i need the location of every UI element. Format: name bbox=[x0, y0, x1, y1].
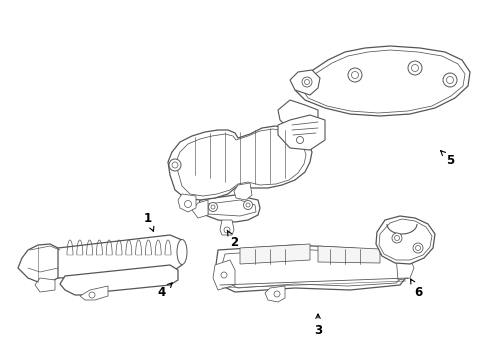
Text: 2: 2 bbox=[227, 230, 238, 248]
Polygon shape bbox=[168, 126, 312, 200]
Polygon shape bbox=[220, 249, 404, 288]
Polygon shape bbox=[379, 219, 432, 260]
Text: 3: 3 bbox=[314, 314, 322, 337]
Circle shape bbox=[394, 235, 399, 240]
Polygon shape bbox=[376, 216, 435, 264]
Circle shape bbox=[348, 68, 362, 82]
Circle shape bbox=[351, 72, 359, 78]
Polygon shape bbox=[18, 244, 66, 282]
Circle shape bbox=[246, 203, 250, 207]
Circle shape bbox=[224, 227, 230, 233]
Circle shape bbox=[244, 201, 252, 210]
Polygon shape bbox=[295, 46, 470, 116]
Circle shape bbox=[89, 292, 95, 298]
Circle shape bbox=[392, 233, 402, 243]
Polygon shape bbox=[80, 286, 108, 300]
Circle shape bbox=[446, 77, 454, 84]
Polygon shape bbox=[240, 244, 310, 264]
Text: 6: 6 bbox=[411, 279, 422, 298]
Circle shape bbox=[412, 64, 418, 72]
Polygon shape bbox=[265, 286, 285, 302]
Circle shape bbox=[172, 162, 178, 168]
Polygon shape bbox=[278, 100, 318, 132]
Polygon shape bbox=[198, 195, 260, 222]
Circle shape bbox=[274, 291, 280, 297]
Polygon shape bbox=[178, 194, 196, 212]
Polygon shape bbox=[192, 200, 208, 218]
Circle shape bbox=[413, 243, 423, 253]
Polygon shape bbox=[60, 265, 178, 295]
Text: 5: 5 bbox=[441, 151, 454, 166]
Circle shape bbox=[221, 272, 227, 278]
Polygon shape bbox=[234, 183, 252, 200]
Polygon shape bbox=[208, 200, 256, 216]
Polygon shape bbox=[302, 50, 465, 113]
Circle shape bbox=[304, 80, 310, 85]
Circle shape bbox=[296, 136, 303, 144]
Ellipse shape bbox=[177, 239, 187, 265]
Polygon shape bbox=[58, 235, 185, 278]
Polygon shape bbox=[35, 278, 55, 292]
Polygon shape bbox=[318, 246, 380, 263]
Polygon shape bbox=[278, 115, 325, 150]
Circle shape bbox=[408, 61, 422, 75]
Circle shape bbox=[302, 77, 312, 87]
Circle shape bbox=[211, 205, 215, 209]
Polygon shape bbox=[396, 256, 414, 280]
Polygon shape bbox=[215, 245, 408, 292]
Circle shape bbox=[209, 202, 218, 212]
Text: 4: 4 bbox=[158, 283, 172, 300]
Polygon shape bbox=[290, 70, 320, 95]
Circle shape bbox=[169, 159, 181, 171]
Circle shape bbox=[416, 246, 420, 251]
Text: 1: 1 bbox=[144, 212, 154, 231]
Circle shape bbox=[443, 73, 457, 87]
Circle shape bbox=[185, 201, 192, 207]
Polygon shape bbox=[213, 260, 235, 290]
Polygon shape bbox=[220, 220, 234, 235]
Polygon shape bbox=[176, 129, 306, 196]
